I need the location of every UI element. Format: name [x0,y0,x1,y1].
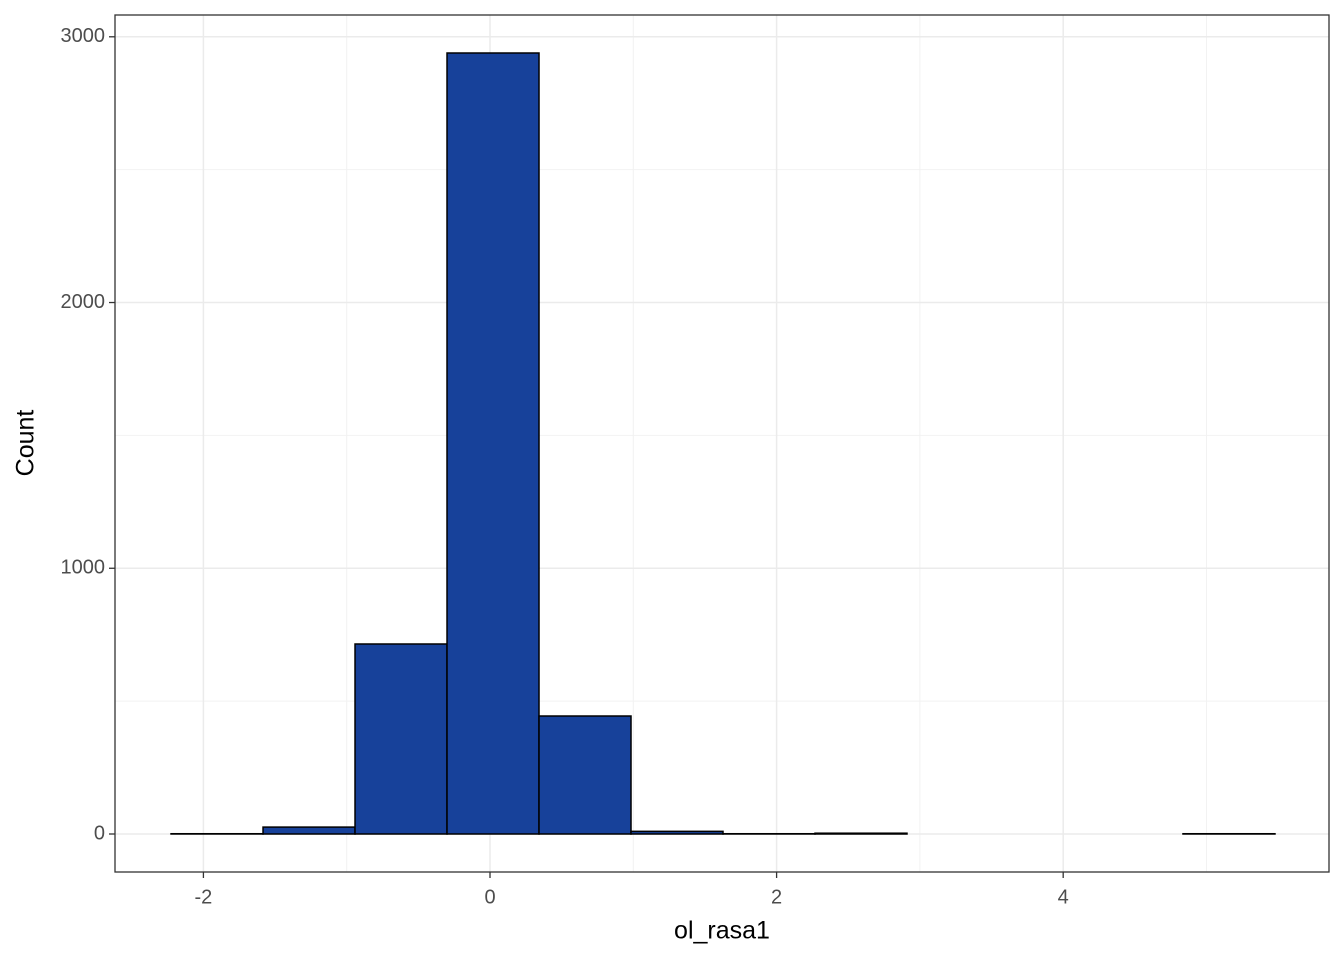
y-tick-label: 3000 [61,25,106,47]
bar [446,52,540,835]
x-tick-label: 0 [484,886,495,908]
y-tick-label: 2000 [61,291,106,313]
y-tick-label: 1000 [61,557,106,579]
bars [170,52,1276,835]
bar [630,830,724,835]
x-tick-label: 4 [1058,886,1069,908]
y-tick-label: 0 [94,822,105,844]
bar [538,715,632,835]
bar [814,832,908,835]
x-axis-title: ol_rasa1 [674,917,770,945]
x-tick-label: -2 [195,886,213,908]
y-axis-title: Count [12,410,40,477]
panel-border [114,14,1330,873]
bar [354,643,448,835]
x-tick-label: 2 [771,886,782,908]
bar [262,826,356,835]
